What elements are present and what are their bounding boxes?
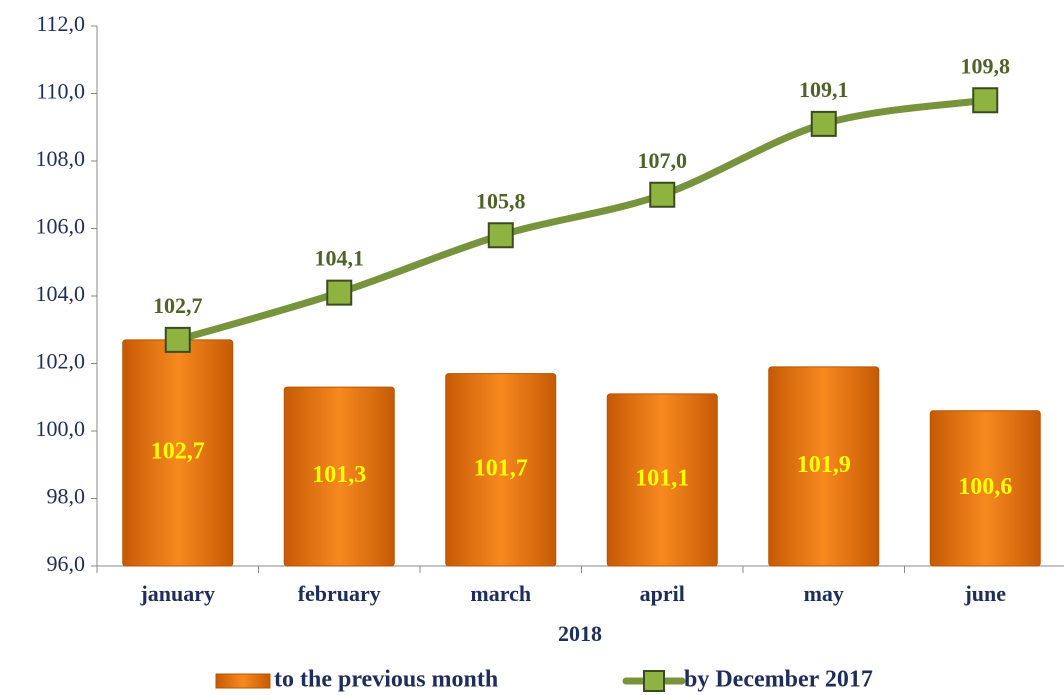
line-value-label: 109,8 bbox=[961, 53, 1011, 78]
bar-value-label: 101,3 bbox=[312, 462, 366, 488]
bar bbox=[445, 373, 557, 567]
y-tick-label: 102,0 bbox=[36, 349, 86, 374]
bar bbox=[929, 410, 1041, 567]
x-tick-label: february bbox=[298, 581, 381, 606]
line-marker bbox=[487, 222, 514, 249]
legend-label: to the previous month bbox=[274, 667, 498, 693]
bar-value-label: 101,9 bbox=[797, 452, 851, 478]
line-marker bbox=[810, 110, 837, 137]
bar bbox=[606, 393, 718, 567]
y-tick-label: 112,0 bbox=[36, 11, 85, 36]
y-tick-label: 108,0 bbox=[36, 146, 86, 171]
line-marker bbox=[326, 279, 353, 306]
x-tick-label: january bbox=[139, 581, 215, 606]
line-marker bbox=[164, 326, 191, 353]
x-tick-label: march bbox=[470, 581, 531, 606]
y-tick-label: 100,0 bbox=[36, 416, 86, 441]
bar bbox=[768, 366, 880, 567]
line-value-label: 102,7 bbox=[153, 293, 203, 318]
x-tick-label: june bbox=[963, 581, 1006, 606]
legend-label: by December 2017 bbox=[684, 667, 873, 693]
line-marker bbox=[972, 87, 999, 114]
y-tick-label: 98,0 bbox=[47, 484, 86, 509]
line-marker bbox=[649, 181, 676, 208]
line-value-label: 105,8 bbox=[476, 188, 526, 213]
legend-swatch bbox=[215, 673, 271, 689]
line-value-label: 104,1 bbox=[315, 246, 365, 271]
x-tick-label: april bbox=[640, 581, 685, 606]
y-tick-label: 104,0 bbox=[36, 281, 86, 306]
x-tick-label: may bbox=[804, 581, 844, 606]
y-tick-label: 110,0 bbox=[36, 79, 85, 104]
line-value-label: 109,1 bbox=[799, 77, 849, 102]
bar-value-label: 100,6 bbox=[958, 474, 1012, 500]
line bbox=[174, 96, 989, 344]
x-axis-label: 2018 bbox=[558, 621, 602, 646]
bar-value-label: 102,7 bbox=[151, 438, 205, 464]
bar bbox=[283, 386, 395, 567]
y-tick-label: 96,0 bbox=[47, 551, 86, 576]
y-tick-label: 106,0 bbox=[36, 214, 86, 239]
line-value-label: 107,0 bbox=[638, 148, 688, 173]
bar-value-label: 101,7 bbox=[474, 455, 528, 481]
legend-swatch-marker bbox=[643, 670, 665, 692]
bar-value-label: 101,1 bbox=[635, 465, 689, 491]
